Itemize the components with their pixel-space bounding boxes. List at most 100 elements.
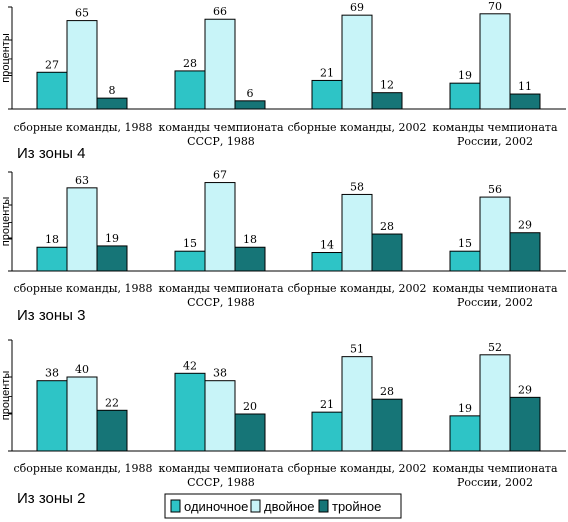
bar <box>204 18 236 110</box>
bar <box>174 372 206 452</box>
data-label: 14 <box>320 239 334 252</box>
bar <box>234 246 266 272</box>
bar <box>36 71 68 110</box>
bar <box>204 182 236 272</box>
bar <box>509 93 541 110</box>
data-label: 19 <box>458 69 472 82</box>
category-label: команды чемпионата <box>158 462 284 475</box>
data-label: 38 <box>45 367 59 380</box>
y-axis-label: проценты <box>0 371 12 421</box>
data-label: 20 <box>243 400 257 413</box>
category-label: России, 2002 <box>457 296 533 309</box>
panel-title: Из зоны 3 <box>17 307 85 324</box>
data-label: 27 <box>45 58 59 71</box>
bar <box>234 100 266 110</box>
legend-label: одиночное <box>184 499 248 514</box>
category-label: команды чемпионата <box>158 121 284 134</box>
category-label: команды чемпионата <box>432 121 558 134</box>
bar <box>66 20 98 110</box>
bar <box>174 250 206 272</box>
bar <box>36 380 68 452</box>
bar <box>174 70 206 110</box>
bar <box>371 398 403 452</box>
data-label: 40 <box>75 363 89 376</box>
bar <box>66 376 98 452</box>
bar <box>371 92 403 110</box>
legend-label: двойное <box>264 499 314 514</box>
panel-2: проценты 18 15 14 15 63 67 58 56 19 18 28 29 сборные … <box>0 169 566 324</box>
legend-swatch <box>250 499 261 513</box>
data-label: 65 <box>75 7 89 20</box>
bar <box>509 232 541 272</box>
category-label: сборные команды, 1988 <box>14 462 153 475</box>
category-label: команды чемпионата <box>432 462 558 475</box>
bar <box>341 356 373 452</box>
data-label: 29 <box>518 383 532 396</box>
data-label: 42 <box>183 359 197 372</box>
data-label: 51 <box>350 343 364 356</box>
legend: одиночное двойное тройное <box>164 493 402 519</box>
data-label: 19 <box>105 232 119 245</box>
data-label: 22 <box>105 396 119 409</box>
category-label: сборные команды, 2002 <box>288 462 427 475</box>
category-label: сборные команды, 1988 <box>14 282 153 295</box>
category-label: сборные команды, 1988 <box>14 121 153 134</box>
category-label: России, 2002 <box>457 135 533 148</box>
bar <box>234 413 266 452</box>
bar <box>311 252 343 272</box>
bar <box>66 187 98 272</box>
data-label: 70 <box>488 0 502 13</box>
data-label: 63 <box>75 174 89 187</box>
category-label: России, 2002 <box>457 476 533 489</box>
data-label: 8 <box>109 84 116 97</box>
bar <box>449 250 481 272</box>
bar <box>509 396 541 452</box>
bar <box>449 415 481 452</box>
data-label: 29 <box>518 219 532 232</box>
data-label: 15 <box>458 237 472 250</box>
bar <box>449 82 481 110</box>
data-label: 69 <box>350 1 364 14</box>
data-label: 28 <box>380 220 394 233</box>
data-label: 18 <box>45 233 59 246</box>
data-label: 18 <box>243 233 257 246</box>
data-label: 66 <box>213 5 227 18</box>
data-label: 38 <box>213 367 227 380</box>
data-label: 21 <box>320 398 334 411</box>
panel-1: проценты 27 28 21 19 65 66 69 70 8 6 12 11 сборные ко… <box>0 0 566 162</box>
bar <box>96 409 128 452</box>
data-label: 28 <box>380 385 394 398</box>
data-label: 15 <box>183 237 197 250</box>
bar <box>371 233 403 272</box>
bar <box>341 14 373 110</box>
legend-swatch <box>318 499 329 513</box>
category-label: команды чемпионата <box>158 282 284 295</box>
data-label: 56 <box>488 183 502 196</box>
panel-3: проценты 38 42 21 19 40 38 51 52 22 20 28 29 сборные … <box>0 339 566 507</box>
category-label: СССР, 1988 <box>187 296 255 309</box>
category-label: сборные команды, 2002 <box>288 121 427 134</box>
category-label: СССР, 1988 <box>187 135 255 148</box>
category-label: сборные команды, 2002 <box>288 282 427 295</box>
data-label: 12 <box>380 79 394 92</box>
category-label: СССР, 1988 <box>187 476 255 489</box>
data-label: 11 <box>518 80 532 93</box>
legend-swatch <box>170 499 181 513</box>
data-label: 58 <box>350 180 364 193</box>
data-label: 67 <box>213 169 227 182</box>
y-axis-label: проценты <box>0 33 12 83</box>
bar <box>311 411 343 452</box>
bar <box>341 193 373 272</box>
bar <box>96 245 128 272</box>
bar <box>479 13 511 110</box>
bar <box>204 380 236 452</box>
bar <box>479 196 511 272</box>
data-label: 52 <box>488 341 502 354</box>
bar <box>479 354 511 452</box>
panel-title: Из зоны 4 <box>17 145 85 162</box>
data-label: 6 <box>247 87 254 100</box>
bar <box>36 246 68 272</box>
category-label: команды чемпионата <box>432 282 558 295</box>
bar <box>96 97 128 110</box>
